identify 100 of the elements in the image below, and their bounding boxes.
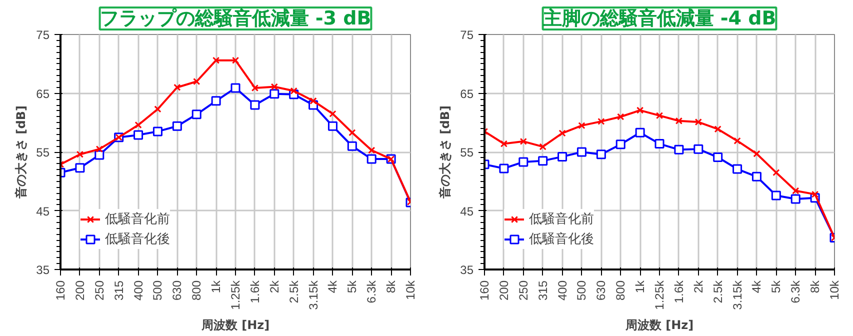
point bbox=[232, 56, 240, 64]
x-tick-label: 4k bbox=[326, 280, 340, 294]
legend-label: 低騒音化前 bbox=[105, 211, 170, 228]
x-tick-label: 400 bbox=[131, 280, 146, 301]
x-tick-label: 250 bbox=[516, 280, 530, 301]
x-tick-label: 800 bbox=[190, 280, 204, 301]
x-tick-label: 1.25k bbox=[652, 280, 666, 310]
point bbox=[538, 156, 548, 166]
point bbox=[174, 84, 181, 91]
point bbox=[558, 130, 566, 137]
point bbox=[96, 145, 103, 153]
point bbox=[368, 146, 376, 154]
x-tick-label: 630 bbox=[170, 280, 184, 301]
point bbox=[616, 140, 626, 150]
x-tick-label: 10k bbox=[404, 280, 418, 300]
point bbox=[518, 157, 528, 167]
legend-label: 低騒音化後 bbox=[105, 231, 170, 248]
x-tick-label: 2k bbox=[267, 280, 282, 294]
point bbox=[753, 150, 760, 158]
x-tick-label: 200 bbox=[496, 280, 511, 301]
point bbox=[674, 144, 684, 154]
point bbox=[75, 163, 85, 173]
y-axis-title: 音の大きさ [dB] bbox=[14, 106, 28, 200]
x-tick-label: 8k bbox=[808, 280, 822, 294]
point bbox=[520, 138, 527, 146]
legend-label: 低騒音化前 bbox=[529, 211, 594, 228]
x-axis-title: 周波数 [Hz] bbox=[624, 318, 694, 332]
x-tick-label: 1.6k bbox=[672, 280, 686, 304]
point bbox=[654, 139, 664, 149]
point bbox=[499, 164, 509, 174]
point bbox=[329, 110, 336, 118]
x-tick-label: 5k bbox=[769, 280, 784, 294]
x-tick-label: 500 bbox=[150, 280, 165, 301]
point bbox=[172, 121, 182, 131]
point bbox=[617, 113, 624, 120]
x-tick-label: 5k bbox=[345, 280, 360, 294]
point bbox=[270, 83, 278, 90]
x-tick-label: 2.5k bbox=[286, 280, 301, 304]
point bbox=[713, 152, 723, 162]
point bbox=[251, 84, 259, 92]
point bbox=[230, 83, 240, 93]
x-tick-label: 6.3k bbox=[788, 280, 803, 304]
point bbox=[636, 106, 644, 114]
x-axis-title: 周波数 [Hz] bbox=[200, 318, 270, 332]
point bbox=[76, 150, 84, 158]
point bbox=[134, 130, 144, 140]
point bbox=[771, 190, 781, 200]
point bbox=[656, 112, 664, 120]
point bbox=[290, 87, 298, 94]
point bbox=[211, 96, 221, 106]
x-tick-label: 6.3k bbox=[364, 280, 379, 304]
x-tick-label: 1k bbox=[633, 280, 648, 294]
point bbox=[212, 56, 220, 64]
point bbox=[347, 141, 357, 151]
point bbox=[578, 122, 586, 130]
x-tick-label: 315 bbox=[112, 280, 126, 301]
x-tick-label: 1.6k bbox=[248, 280, 262, 304]
y-tick-label: 35 bbox=[36, 263, 50, 277]
y-tick-label: 45 bbox=[460, 204, 474, 218]
y-tick-label: 55 bbox=[36, 146, 50, 160]
x-tick-label: 800 bbox=[614, 280, 628, 301]
point bbox=[250, 100, 260, 110]
point bbox=[694, 118, 702, 126]
point bbox=[539, 143, 546, 150]
point bbox=[675, 117, 683, 124]
point bbox=[152, 126, 162, 136]
x-tick-label: 250 bbox=[92, 280, 106, 301]
x-tick-label: 1.25k bbox=[228, 280, 242, 310]
point bbox=[732, 164, 742, 174]
point bbox=[596, 150, 606, 160]
y-tick-label: 45 bbox=[36, 204, 50, 218]
point bbox=[310, 97, 317, 104]
point bbox=[714, 126, 722, 133]
y-axis-title: 音の大きさ [dB] bbox=[438, 106, 452, 200]
x-tick-label: 630 bbox=[594, 280, 608, 301]
point bbox=[598, 118, 605, 126]
x-tick-label: 200 bbox=[72, 280, 87, 301]
x-tick-label: 2.5k bbox=[710, 280, 725, 304]
point bbox=[348, 129, 356, 136]
point bbox=[734, 137, 741, 144]
x-tick-label: 315 bbox=[536, 280, 550, 301]
x-tick-label: 2k bbox=[691, 280, 706, 294]
y-tick-label: 75 bbox=[460, 28, 474, 42]
x-tick-label: 4k bbox=[750, 280, 764, 294]
point bbox=[635, 128, 645, 138]
point bbox=[154, 106, 162, 113]
point bbox=[192, 110, 202, 120]
point bbox=[576, 147, 586, 157]
x-tick-label: 1k bbox=[209, 280, 224, 294]
x-tick-label: 3.15k bbox=[730, 280, 744, 310]
point bbox=[811, 190, 819, 198]
x-tick-label: 400 bbox=[555, 280, 570, 301]
point bbox=[790, 194, 800, 204]
chart-title: フラップの総騒音低減量 -3 dB bbox=[100, 8, 372, 30]
point bbox=[772, 168, 780, 176]
point bbox=[134, 121, 142, 129]
x-tick-label: 500 bbox=[574, 280, 589, 301]
point bbox=[328, 121, 338, 131]
y-tick-label: 55 bbox=[460, 146, 474, 160]
point bbox=[752, 172, 762, 182]
